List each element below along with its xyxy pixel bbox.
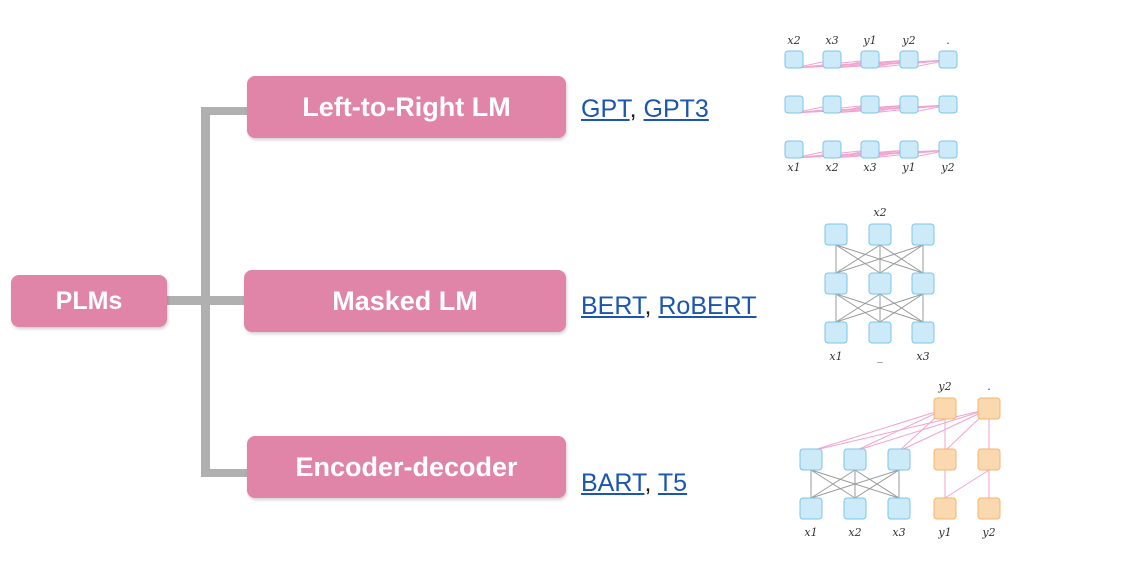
- ltr-bottom-label: y1: [901, 161, 915, 174]
- encdec-bottom-label: y2: [981, 526, 995, 539]
- mlm-bottom-label: x3: [916, 350, 929, 363]
- separator: ,: [629, 95, 644, 123]
- left-to-right-models: GPT, GPT3: [581, 95, 709, 124]
- gpt3-link[interactable]: GPT3: [643, 95, 709, 123]
- encdec-top-label: .: [987, 380, 991, 393]
- connector-root: [167, 296, 205, 305]
- plms-root-box: PLMs: [11, 275, 167, 327]
- robert-link[interactable]: RoBERT: [658, 292, 757, 320]
- encoder-decoder-models: BART, T5: [581, 469, 687, 498]
- encdec-bottom-label: x1: [804, 526, 817, 539]
- masked-lm-box: Masked LM: [244, 270, 566, 332]
- connector-trunk: [201, 107, 210, 477]
- ltr-top-label: x2: [787, 34, 800, 47]
- bart-link[interactable]: BART: [581, 469, 645, 497]
- mlm-top-label: x2: [873, 206, 886, 219]
- left-to-right-diagram: x2 x3 y1 y2 . x1 x2 x3 y1 y2: [784, 34, 958, 174]
- ltr-bottom-label: x3: [863, 161, 876, 174]
- mlm-nodes: [824, 223, 935, 344]
- encdec-top-label: y2: [937, 380, 951, 393]
- encoder-nodes: [799, 448, 911, 520]
- masked-lm-diagram: x2 x1 _ x3: [824, 206, 935, 363]
- encdec-bottom-label: x2: [848, 526, 861, 539]
- connector-branch-3: [201, 469, 249, 477]
- ltr-top-label: x3: [825, 34, 838, 47]
- mlm-edges: [835, 244, 924, 323]
- mlm-bottom-label: x1: [829, 350, 842, 363]
- ltr-top-label: y2: [901, 34, 915, 47]
- ltr-nodes: [784, 50, 958, 159]
- masked-lm-models: BERT, RoBERT: [581, 292, 757, 321]
- ltr-bottom-label: y2: [940, 161, 954, 174]
- t5-link[interactable]: T5: [657, 469, 688, 497]
- decoder-nodes: [933, 397, 1001, 520]
- separator: ,: [644, 292, 659, 320]
- encdec-bottom-label: y1: [937, 526, 951, 539]
- ltr-bottom-label: x1: [787, 161, 800, 174]
- gpt-link[interactable]: GPT: [581, 95, 630, 123]
- separator: ,: [644, 469, 658, 497]
- connector-branch-2: [201, 296, 246, 305]
- ltr-top-label: .: [946, 34, 950, 47]
- encdec-edges-pink: [810, 408, 990, 499]
- connector-branch-1: [201, 107, 249, 115]
- encdec-edges-gray: [810, 469, 900, 499]
- ltr-top-label: y1: [862, 34, 876, 47]
- encoder-decoder-diagram: y2 . x1 x2 x3 y1 y2: [799, 380, 1001, 539]
- encoder-decoder-box: Encoder-decoder: [247, 436, 566, 498]
- left-to-right-lm-box: Left-to-Right LM: [247, 76, 566, 138]
- mlm-bottom-label: _: [877, 350, 883, 363]
- encdec-bottom-label: x3: [892, 526, 905, 539]
- bert-link[interactable]: BERT: [581, 292, 645, 320]
- ltr-bottom-label: x2: [825, 161, 838, 174]
